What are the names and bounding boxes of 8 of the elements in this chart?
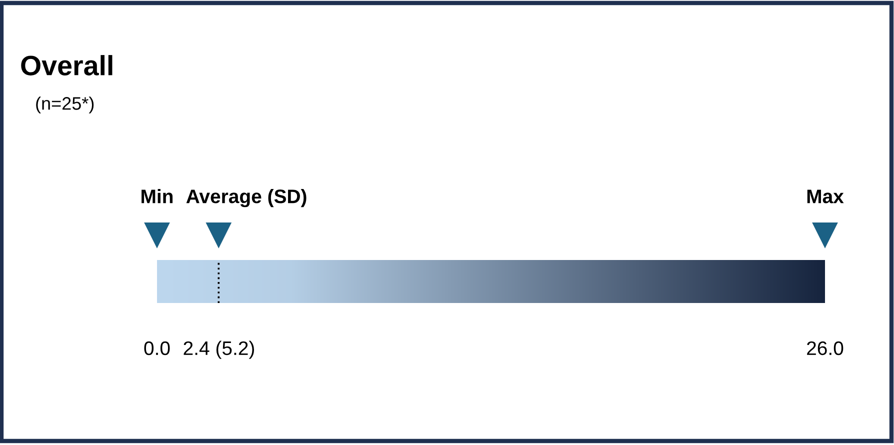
- data-label: 2.4 (5.2): [184, 340, 254, 359]
- category-label: Average (SD): [186, 188, 306, 208]
- text: Overall: [21, 55, 112, 76]
- category-label: Min: [142, 189, 173, 204]
- data-label: 26.0: [807, 341, 844, 356]
- text: (n=25*): [36, 96, 94, 114]
- data-label: 0.0: [144, 341, 170, 356]
- category-label: Max: [807, 190, 844, 204]
